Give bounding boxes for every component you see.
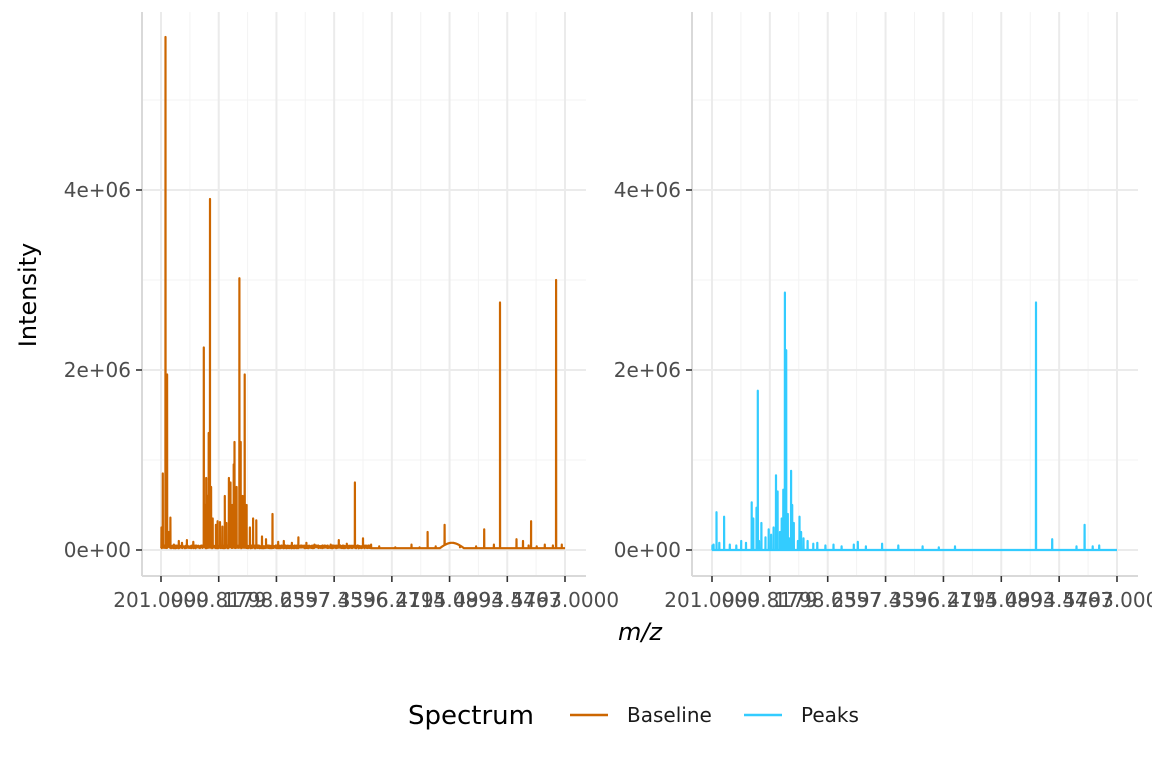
y-axis-title: Intensity bbox=[14, 243, 42, 347]
x-tick-label: 1798.6357 bbox=[774, 588, 882, 612]
y-tick-label: 2e+06 bbox=[64, 358, 131, 382]
x-tick-label: 1798.6357 bbox=[222, 588, 330, 612]
x-tick-label: 4195.0893 bbox=[395, 588, 503, 612]
x-tick-label: 999.8179 bbox=[171, 588, 266, 612]
panel-peaks: 0e+00 2e+06 4e+06 201.0000999.81791798.6357… bbox=[614, 12, 1152, 612]
series-line-peaks bbox=[711, 291, 1118, 552]
panel-baseline: 0e+00 2e+06 4e+06 201.0000999.81791798.6357… bbox=[64, 12, 619, 612]
x-tick-label: 4994.4467 bbox=[1005, 588, 1113, 612]
x-tick-label: 5793.0000 bbox=[1063, 588, 1152, 612]
y-tick-label: 4e+06 bbox=[614, 178, 681, 202]
y-tick-label: 2e+06 bbox=[614, 358, 681, 382]
x-tick-label: 2597.4536 bbox=[280, 588, 388, 612]
x-tick-label: 201.0000 bbox=[664, 588, 759, 612]
x-tick-label: 2597.4536 bbox=[831, 588, 939, 612]
y-tick-label: 0e+00 bbox=[64, 538, 131, 562]
legend-title: Spectrum bbox=[408, 701, 534, 731]
y-tick-label: 4e+06 bbox=[64, 178, 131, 202]
x-tick-label: 201.0000 bbox=[113, 588, 208, 612]
y-tick-label: 0e+00 bbox=[614, 538, 681, 562]
x-tick-label: 3396.2714 bbox=[338, 588, 446, 612]
series-line-baseline bbox=[160, 35, 566, 550]
x-tick-label: 999.8179 bbox=[722, 588, 817, 612]
x-tick-label: 5793.0000 bbox=[511, 588, 619, 612]
x-tick-label: 4994.4467 bbox=[453, 588, 561, 612]
legend-label-peaks: Peaks bbox=[801, 703, 859, 727]
x-tick-label: 3396.2714 bbox=[889, 588, 997, 612]
legend-label-baseline: Baseline bbox=[627, 703, 712, 727]
legend: Spectrum Baseline Peaks bbox=[408, 701, 859, 731]
x-axis-title: m/z bbox=[618, 618, 663, 646]
chart-panels: 0e+002e+064e+06201.0000999.81791798.6357… bbox=[64, 12, 1152, 612]
x-tick-label: 4195.0893 bbox=[947, 588, 1055, 612]
